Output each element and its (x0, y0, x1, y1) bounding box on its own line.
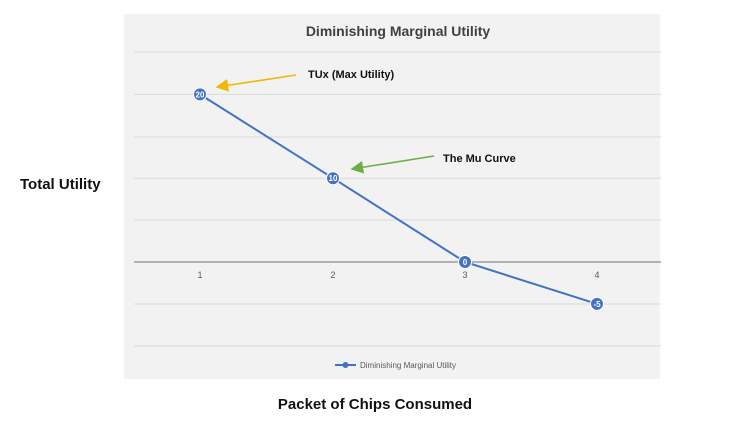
x-tick-label: 2 (330, 270, 335, 280)
data-point (590, 296, 604, 311)
y-axis-label: Total Utility (20, 176, 101, 193)
x-axis: 1 2 3 4 (134, 261, 661, 280)
legend-swatch-marker (342, 362, 349, 368)
x-axis-label: Packet of Chips Consumed (277, 396, 473, 413)
legend: Diminishing Marginal Utility (335, 361, 456, 370)
series-layer: 20 10 0 -5 (193, 87, 604, 311)
data-point (193, 87, 207, 102)
annotation-arrow (215, 74, 297, 92)
plot-background (124, 14, 660, 379)
x-tick-label: 4 (594, 270, 599, 280)
series-line (199, 93, 598, 305)
annotation-arrow (350, 155, 435, 174)
x-tick-label: 1 (197, 270, 202, 280)
data-label: 10 (329, 174, 338, 183)
x-tick-label: 3 (462, 270, 467, 280)
chart-title: Diminishing Marginal Utility (306, 23, 491, 39)
data-label: -5 (593, 300, 601, 309)
annotation-text: The Mu Curve (443, 153, 516, 165)
legend-entry: Diminishing Marginal Utility (360, 361, 456, 370)
data-point (326, 171, 340, 186)
data-label: 20 (196, 90, 205, 99)
data-label: 0 (463, 258, 468, 267)
annotations: TUx (Max Utility) The Mu Curve (215, 69, 516, 174)
annotation-text: TUx (Max Utility) (308, 69, 395, 81)
data-point (458, 255, 472, 269)
